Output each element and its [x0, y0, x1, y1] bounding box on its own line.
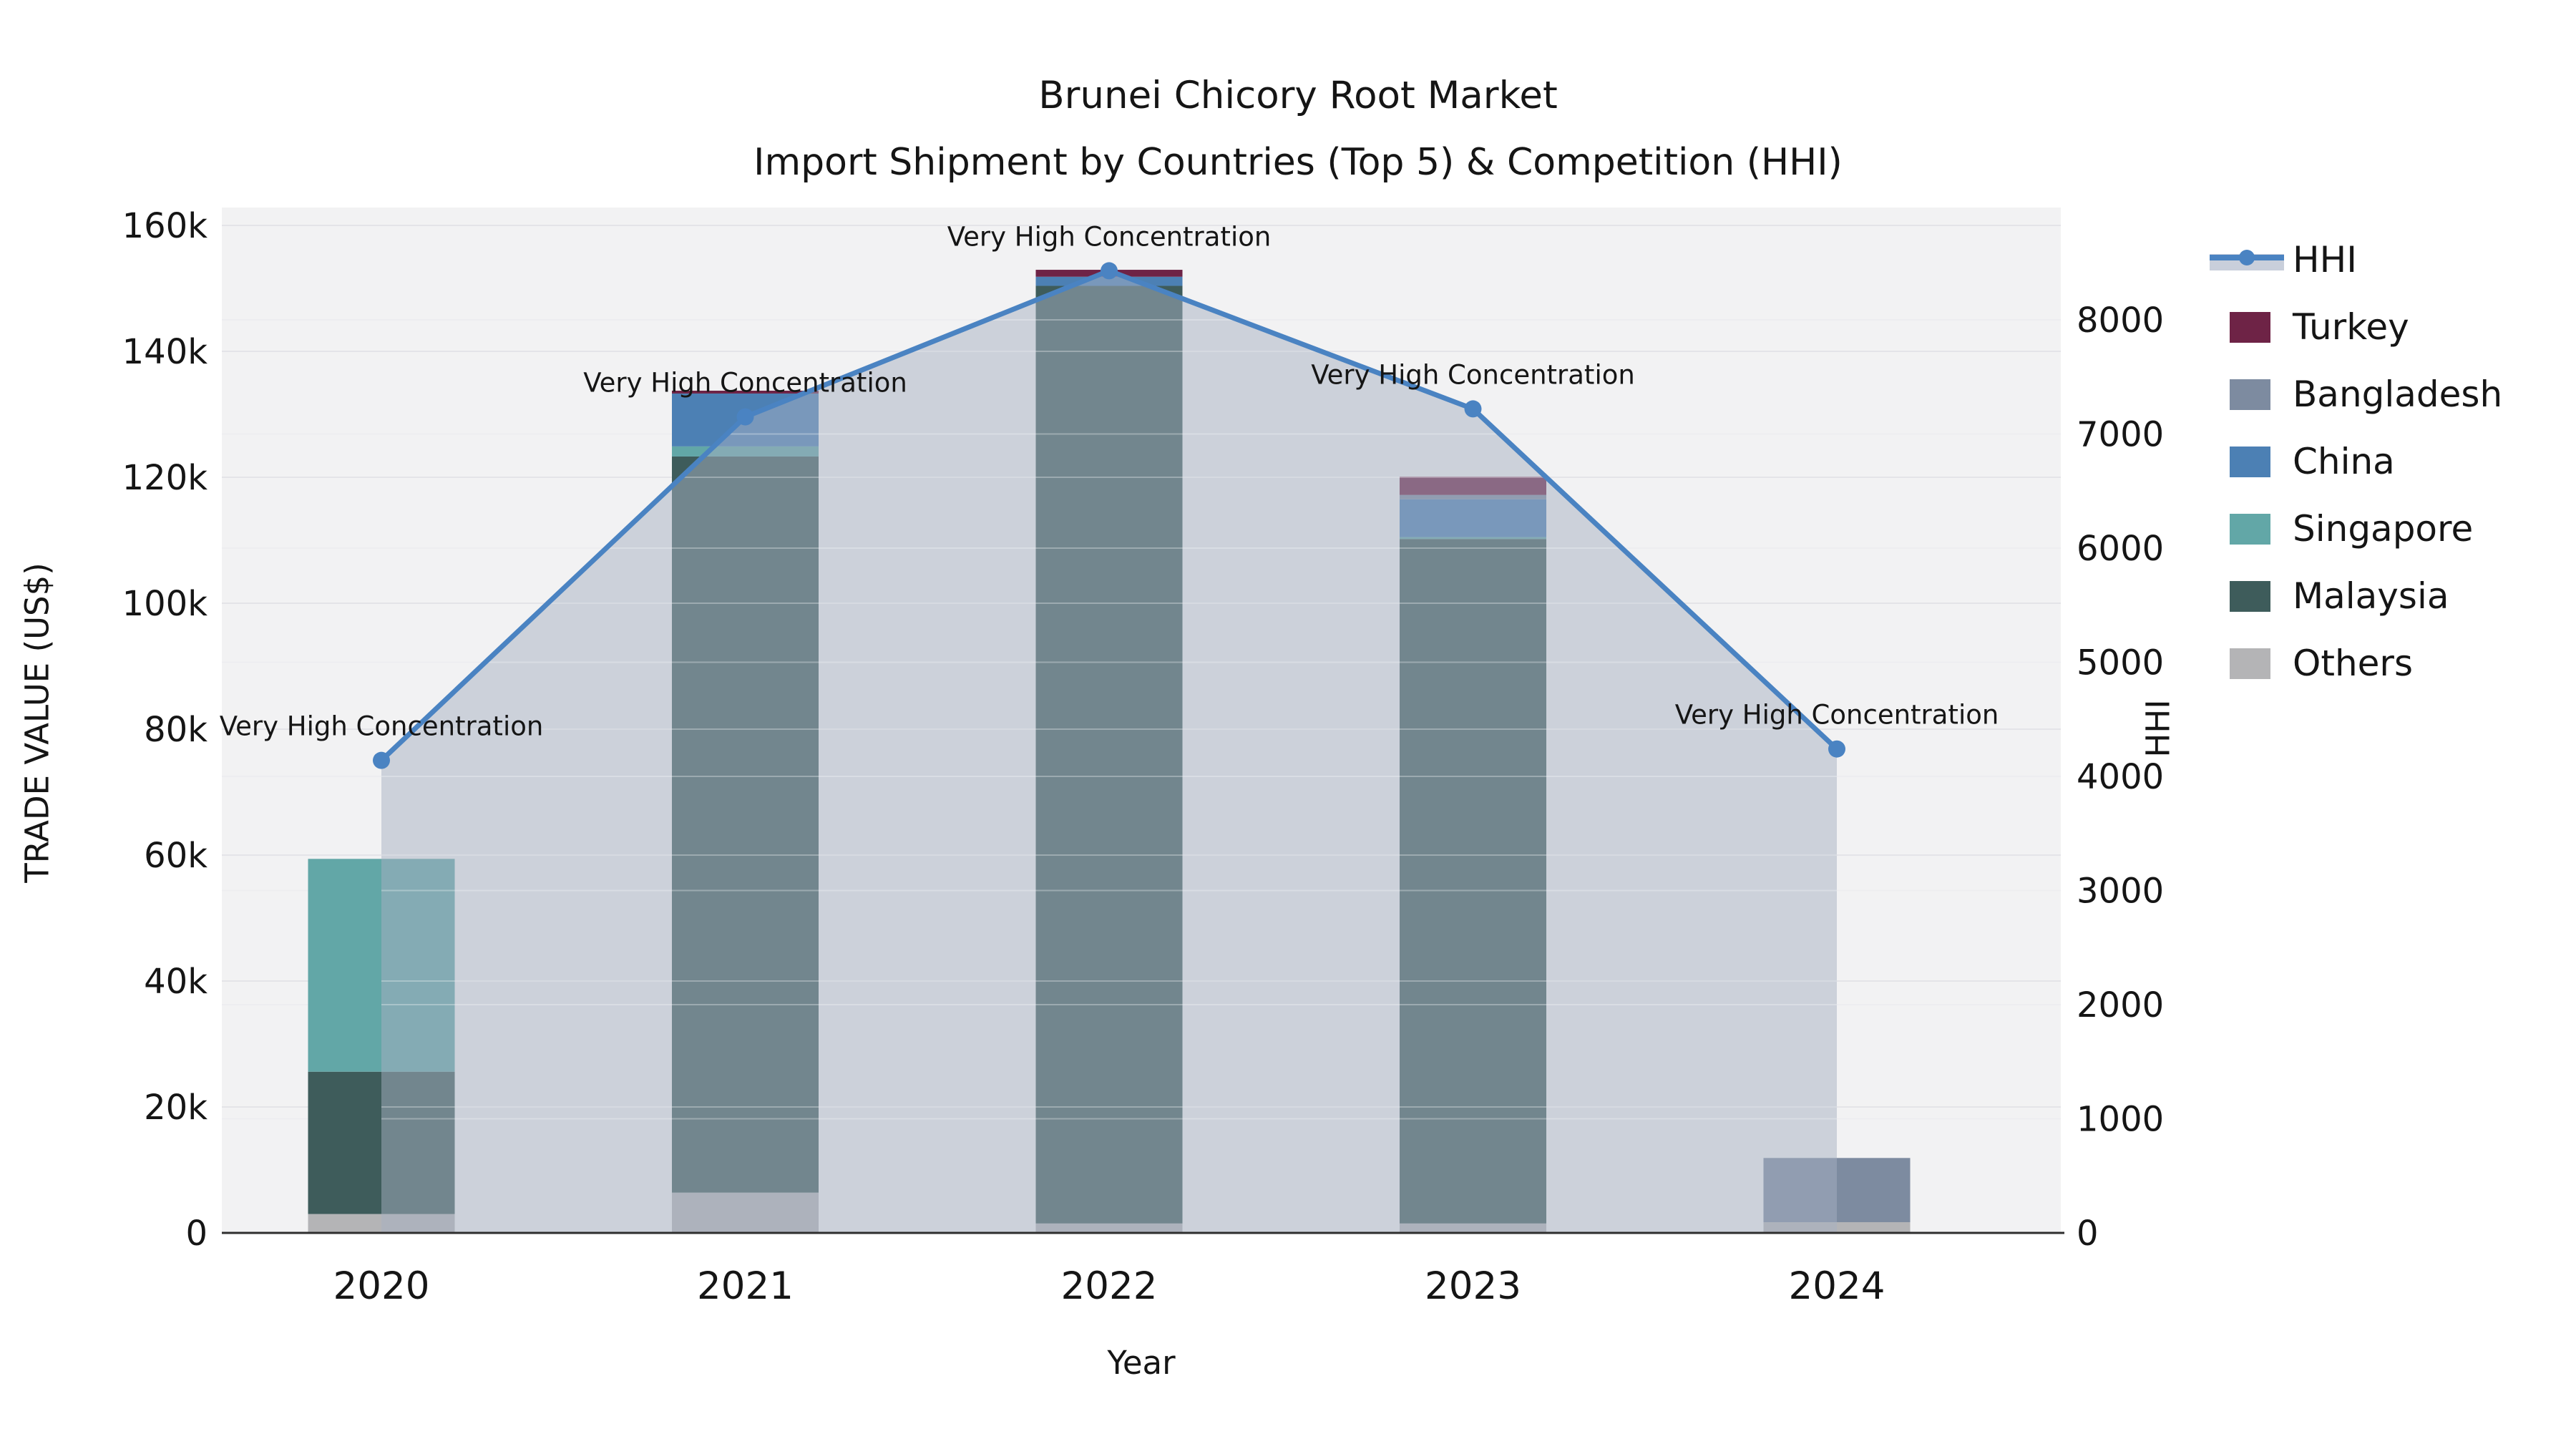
- left-tick-120k: 120k: [122, 458, 208, 498]
- turkey-color-swatch: [2230, 311, 2270, 343]
- x-axis-title: Year: [1107, 1344, 1176, 1382]
- right-tick-7000: 7000: [2077, 415, 2164, 455]
- left-tick-80k: 80k: [144, 710, 208, 750]
- left-y-axis-title: TRADE VALUE (US$): [18, 562, 57, 883]
- legend-item-china: China: [2210, 428, 2502, 495]
- right-tick-3000: 3000: [2077, 872, 2164, 912]
- annotation-2020: Very High Concentration: [220, 711, 544, 742]
- legend-item-label: Singapore: [2293, 508, 2474, 550]
- legend-item-label: China: [2293, 441, 2395, 482]
- right-tick-5000: 5000: [2077, 643, 2164, 683]
- left-tick-40k: 40k: [144, 962, 208, 1002]
- others-color-swatch: [2230, 648, 2270, 679]
- left-tick-0: 0: [185, 1214, 208, 1254]
- x-tick-2023: 2023: [1425, 1264, 1521, 1308]
- china-swatch-icon: [2210, 428, 2284, 495]
- legend-item-malaysia: Malaysia: [2210, 562, 2502, 630]
- legend-item-label: HHI: [2293, 239, 2357, 280]
- hhi-area-fill: [381, 270, 1837, 1233]
- right-y-axis-title: HHI: [2139, 699, 2177, 758]
- legend-item-turkey: Turkey: [2210, 293, 2502, 361]
- right-tick-6000: 6000: [2077, 529, 2164, 569]
- legend-item-others: Others: [2210, 630, 2502, 697]
- malaysia-swatch-icon: [2210, 562, 2284, 630]
- left-tick-160k: 160k: [122, 206, 208, 246]
- legend-item-singapore: Singapore: [2210, 495, 2502, 562]
- left-tick-140k: 140k: [122, 332, 208, 372]
- right-tick-2000: 2000: [2077, 985, 2164, 1025]
- left-tick-60k: 60k: [144, 836, 208, 876]
- singapore-color-swatch: [2230, 513, 2270, 545]
- hhi-line-swatch-icon: [2210, 226, 2284, 293]
- bangladesh-swatch-icon: [2210, 361, 2284, 428]
- right-tick-8000: 8000: [2077, 301, 2164, 341]
- annotation-2023: Very High Concentration: [1311, 359, 1635, 390]
- hhi-legend-dot: [2239, 250, 2255, 265]
- legend-item-label: Others: [2293, 643, 2414, 684]
- hhi-marker-2020: [373, 751, 390, 769]
- right-tick-1000: 1000: [2077, 1100, 2164, 1140]
- annotation-2024: Very High Concentration: [1675, 700, 1999, 731]
- malaysia-color-swatch: [2230, 580, 2270, 612]
- bangladesh-color-swatch: [2230, 379, 2270, 410]
- right-tick-4000: 4000: [2077, 757, 2164, 797]
- china-color-swatch: [2230, 446, 2270, 477]
- turkey-swatch-icon: [2210, 293, 2284, 361]
- annotation-2021: Very High Concentration: [583, 368, 907, 399]
- others-swatch-icon: [2210, 630, 2284, 697]
- legend-item-label: Turkey: [2293, 306, 2409, 348]
- hhi-marker-2023: [1464, 400, 1482, 418]
- legend-item-bangladesh: Bangladesh: [2210, 361, 2502, 428]
- bar-segment-turkey-2021: [672, 391, 819, 394]
- x-tick-2021: 2021: [697, 1264, 794, 1308]
- legend-item-label: Malaysia: [2293, 575, 2449, 617]
- right-tick-0: 0: [2077, 1214, 2099, 1254]
- chart-subtitle: Import Shipment by Countries (Top 5) & C…: [753, 141, 1843, 184]
- hhi-marker-2024: [1828, 740, 1845, 758]
- singapore-swatch-icon: [2210, 495, 2284, 562]
- annotation-2022: Very High Concentration: [947, 221, 1272, 252]
- x-tick-2024: 2024: [1789, 1264, 1885, 1308]
- hhi-marker-2022: [1101, 262, 1118, 280]
- x-tick-2022: 2022: [1061, 1264, 1158, 1308]
- legend-item-label: Bangladesh: [2293, 374, 2503, 415]
- legend-item-hhi: HHI: [2210, 226, 2502, 293]
- x-tick-2020: 2020: [333, 1264, 430, 1308]
- legend: HHI Turkey Bangladesh China Singapore Ma…: [2210, 226, 2502, 697]
- left-tick-20k: 20k: [144, 1088, 208, 1128]
- hhi-marker-2021: [736, 408, 754, 426]
- left-tick-100k: 100k: [122, 584, 208, 624]
- chart-title: Brunei Chicory Root Market: [1038, 74, 1558, 117]
